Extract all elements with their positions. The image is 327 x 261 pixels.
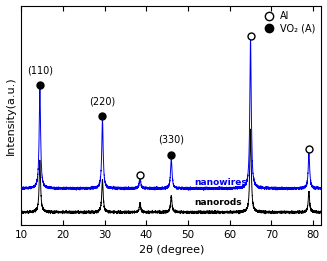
Text: (220): (220) xyxy=(89,96,115,106)
Y-axis label: Intensity(a.u.): Intensity(a.u.) xyxy=(6,76,16,155)
Legend: Al, VO₂ (A): Al, VO₂ (A) xyxy=(258,10,317,34)
Text: nanowires: nanowires xyxy=(194,178,247,187)
Text: nanorods: nanorods xyxy=(194,198,242,207)
Text: (110): (110) xyxy=(27,65,53,75)
Text: (330): (330) xyxy=(158,135,184,145)
X-axis label: 2θ (degree): 2θ (degree) xyxy=(139,245,204,256)
